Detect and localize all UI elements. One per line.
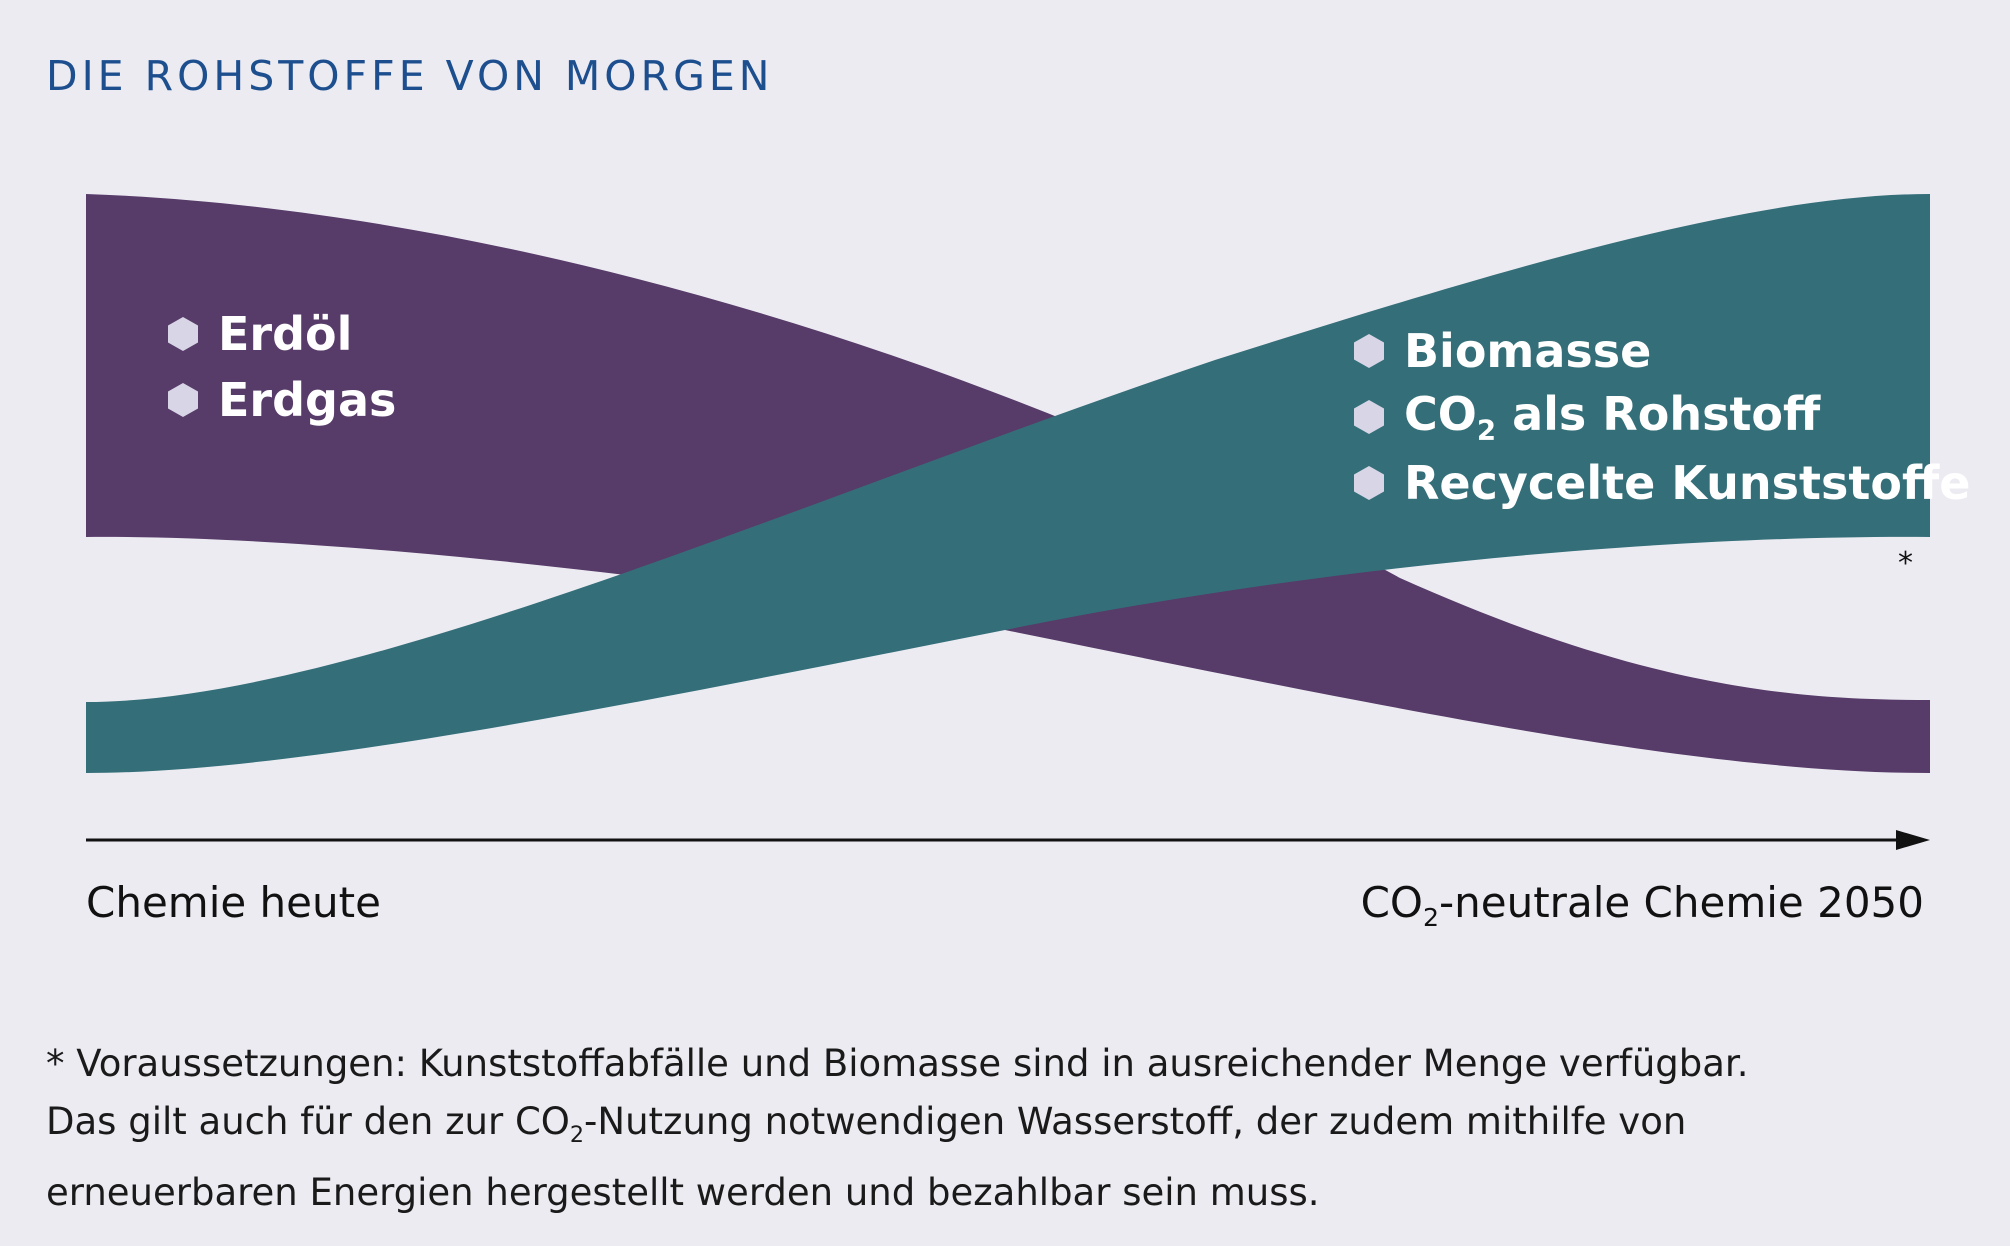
hexagon-bullet-icon [168,317,198,351]
list-item: Biomasse [1354,318,1970,384]
end-label-subscript: 2 [1422,902,1439,932]
future-resources-list: Biomasse CO2 als Rohstoff Recycelte Kuns… [1354,318,1970,516]
fossil-resources-list: Erdöl Erdgas [168,301,396,433]
footnote-line-2-prefix: Das gilt auch für den zur CO [46,1100,570,1143]
footnote-marker: * [1898,546,1913,581]
co2-prefix: CO [1404,387,1477,442]
footnote-line-2-suffix: -Nutzung notwendigen Wasserstoff, der zu… [584,1100,1687,1143]
hexagon-bullet-icon [1354,400,1384,434]
renewable-resources-band [86,194,1930,773]
resource-label-erdgas: Erdgas [218,373,397,427]
footnote-line-2: Das gilt auch für den zur CO2-Nutzung no… [46,1093,1970,1164]
footnote-line-1: * Voraussetzungen: Kunststoffabfälle und… [46,1042,1749,1085]
timeline-arrowhead [1896,830,1930,850]
hexagon-bullet-icon [168,383,198,417]
list-item: Erdgas [168,367,396,433]
end-label-prefix: CO [1360,878,1423,927]
list-item: Recycelte Kunststoffe [1354,450,1970,516]
resource-label-biomasse: Biomasse [1404,324,1652,378]
footnote-line-2-subscript: 2 [569,1121,585,1148]
resource-label-recycled: Recycelte Kunststoffe [1404,456,1971,510]
co2-suffix: als Rohstoff [1496,387,1821,442]
footnote-line-3: erneuerbaren Energien hergestellt werden… [46,1170,1320,1214]
diagram-title: DIE ROHSTOFFE VON MORGEN [46,52,774,100]
resource-label-co2: CO2 als Rohstoff [1404,387,1820,447]
list-item: Erdöl [168,301,396,367]
timeline-end-label: CO2-neutrale Chemie 2050 [1361,878,1924,932]
timeline-start-label: Chemie heute [86,878,381,927]
footnote: * Voraussetzungen: Kunststoffabfälle und… [46,1035,1970,1222]
hexagon-bullet-icon [1354,466,1384,500]
hexagon-bullet-icon [1354,334,1384,368]
resource-label-erdoel: Erdöl [218,307,353,361]
co2-subscript: 2 [1476,413,1497,447]
end-label-suffix: -neutrale Chemie 2050 [1438,878,1924,927]
list-item: CO2 als Rohstoff [1354,384,1970,450]
